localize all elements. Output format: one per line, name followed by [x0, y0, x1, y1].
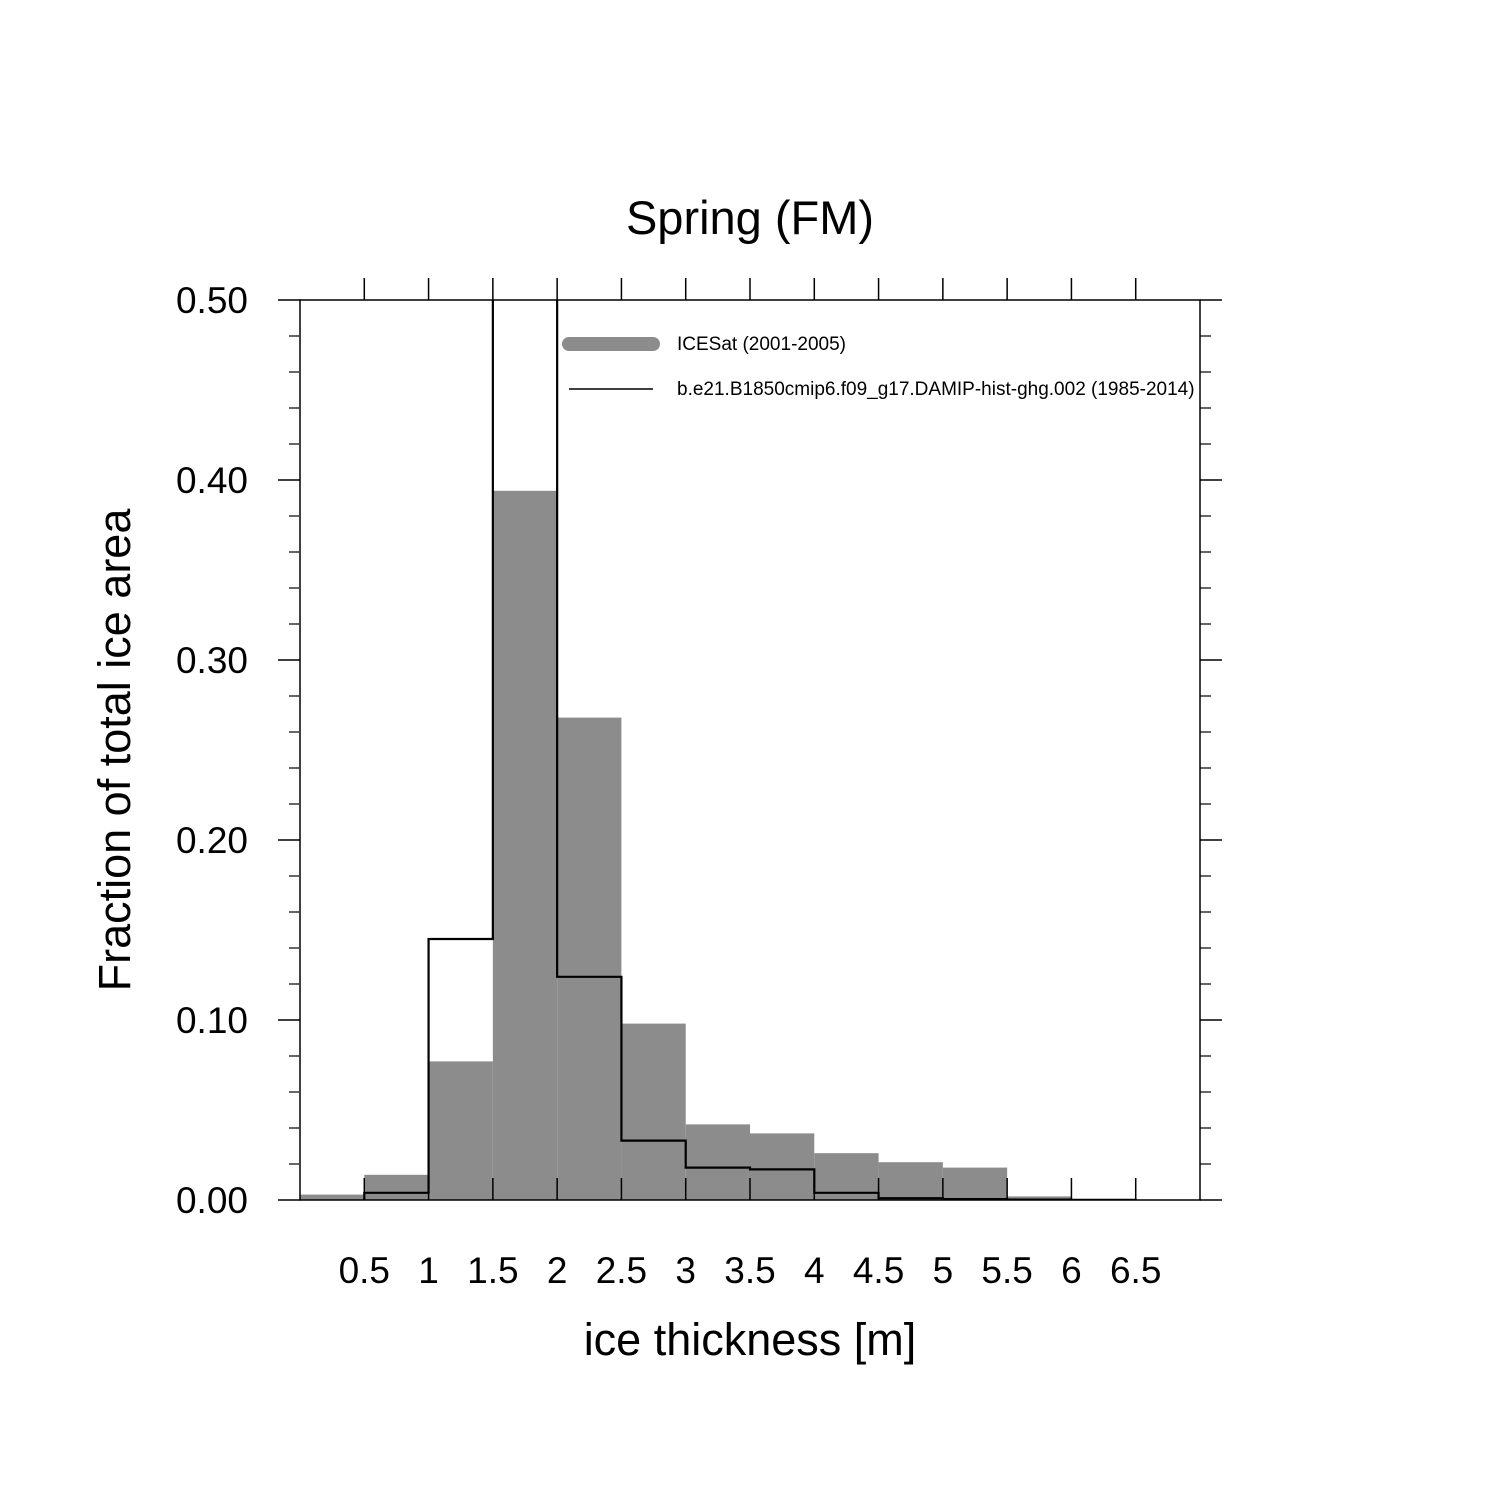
bar: [364, 1174, 429, 1200]
icesat-bars: [300, 490, 1072, 1200]
x-tick-label: 0.5: [339, 1250, 390, 1291]
y-tick-label: 0.30: [176, 640, 248, 681]
x-tick-label: 3.5: [724, 1250, 775, 1291]
x-tick-labels: 0.5 1 1.5 2 2.5 3 3.5 4 4.5 5 5.5 6 6.5: [339, 1250, 1162, 1291]
axis-ticks: [278, 278, 1222, 1201]
bar: [685, 1124, 750, 1200]
legend: ICESat (2001-2005) b.e21.B1850cmip6.f09_…: [562, 334, 1195, 400]
bar: [300, 1194, 365, 1200]
y-tick-labels: 0.00 0.10 0.20 0.30 0.40 0.50: [176, 280, 248, 1221]
bar: [428, 1061, 493, 1200]
bar: [492, 490, 558, 1200]
x-axis-label: ice thickness [m]: [584, 1314, 917, 1365]
x-tick-label: 6: [1061, 1250, 1082, 1291]
x-tick-label: 2.5: [596, 1250, 647, 1291]
x-tick-label: 1.5: [467, 1250, 518, 1291]
y-tick-label: 0.20: [176, 820, 248, 861]
bar: [942, 1167, 1008, 1200]
x-tick-label: 4: [804, 1250, 825, 1291]
bar: [557, 717, 622, 1200]
chart-title: Spring (FM): [626, 191, 874, 244]
y-tick-label: 0.40: [176, 460, 248, 501]
y-tick-label: 0.00: [176, 1180, 248, 1221]
bar: [621, 1023, 686, 1200]
bar: [750, 1133, 815, 1200]
x-tick-label: 5: [933, 1250, 954, 1291]
bar: [878, 1162, 943, 1200]
y-axis-label: Fraction of total ice area: [89, 508, 140, 992]
y-tick-label: 0.50: [176, 280, 248, 321]
x-tick-label: 6.5: [1110, 1250, 1161, 1291]
x-tick-label: 1: [418, 1250, 439, 1291]
legend-label-icesat: ICESat (2001-2005): [677, 334, 846, 355]
legend-label-model: b.e21.B1850cmip6.f09_g17.DAMIP-hist-ghg.…: [677, 379, 1195, 400]
x-tick-label: 5.5: [981, 1250, 1032, 1291]
x-tick-label: 2: [547, 1250, 568, 1291]
x-tick-label: 3: [675, 1250, 696, 1291]
x-tick-label: 4.5: [853, 1250, 904, 1291]
y-tick-label: 0.10: [176, 1000, 248, 1041]
bar: [1007, 1196, 1072, 1200]
